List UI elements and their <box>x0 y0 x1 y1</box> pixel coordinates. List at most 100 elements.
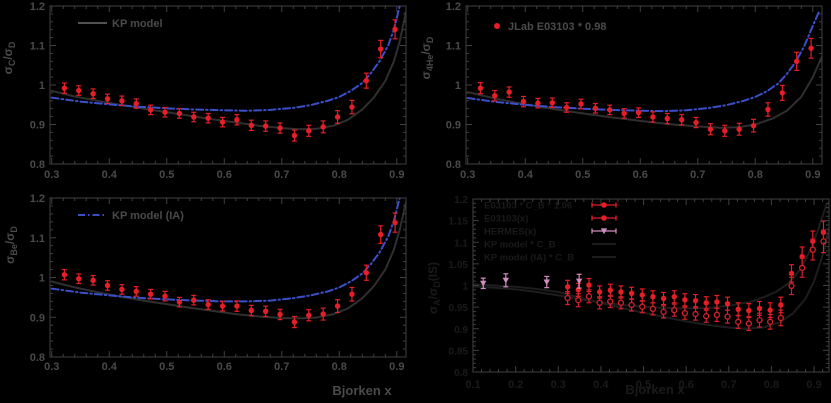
kp-model-scaled-curve <box>473 228 829 330</box>
data-point <box>617 299 625 306</box>
x-tick-label: 0.9 <box>806 379 821 391</box>
y-tick-label: 0.9 <box>30 120 45 132</box>
data-point <box>306 312 312 318</box>
data-point <box>234 117 240 123</box>
data-point <box>820 238 827 245</box>
data-point <box>586 282 592 288</box>
x-tick-label: 0.3 <box>44 361 59 373</box>
x-tick-label: 0.9 <box>389 361 404 373</box>
y-tick-label: 0.8 <box>454 368 468 379</box>
data-point <box>543 279 550 286</box>
legend: E03103 * C_B * 1.06 E03103(x) HERMES(x) KP … <box>484 201 617 264</box>
data-point <box>756 316 763 324</box>
axis-ticks <box>466 5 822 165</box>
legend-label: E03103 * C_B * 1.06 <box>484 201 572 212</box>
data-point <box>765 106 771 113</box>
y-tick-label: 1.1 <box>454 238 468 249</box>
legend-marker-sample <box>600 228 608 235</box>
y-tick-label: 1.2 <box>30 193 45 205</box>
data-point <box>219 303 226 309</box>
hermes-triangles <box>480 273 583 290</box>
data-point <box>650 294 656 300</box>
y-tick-label: 0.9 <box>30 312 45 324</box>
panel-beryllium-over-deuterium: 0.3 0.4 0.5 0.6 0.7 0.8 0.9 0.8 0.9 1 1.1 1.2 σBe/σD… <box>3 193 407 398</box>
data-point <box>778 302 784 308</box>
kp-model-ia-scaled-curve <box>473 202 828 310</box>
kp-model-ia-curve <box>50 198 401 303</box>
x-tick-label: 0.3 <box>44 169 59 181</box>
y-tick-label: 1.05 <box>449 260 469 271</box>
data-point <box>703 313 710 320</box>
data-point <box>363 270 370 276</box>
y-tick-label: 1.2 <box>30 1 45 13</box>
data-point <box>575 278 583 285</box>
model-curves <box>473 202 829 330</box>
data-point <box>549 100 555 106</box>
data-point <box>564 294 571 302</box>
kp-model-ia-curve <box>50 6 401 112</box>
data-point <box>750 122 757 129</box>
x-tick-label: 0.8 <box>764 379 779 391</box>
data-point <box>779 90 786 96</box>
kp-model-curve <box>466 55 822 129</box>
data-point <box>660 308 667 316</box>
data-point <box>671 294 677 300</box>
data-point <box>596 299 603 306</box>
x-tick-label: 0.4 <box>518 169 534 181</box>
data-point <box>492 92 498 99</box>
model-curves <box>466 9 822 129</box>
panel-carbon-over-deuterium: 0.3 0.4 0.5 0.6 0.7 0.8 0.9 0.8 0.9 1 1.1 1.2 σC/σD K… <box>1 1 407 181</box>
panel-isoscalar-ratio-comparison: 0.1 0.2 0.3 0.4 0.5 0.6 0.7 0.8 0.9 0.8 0.85 0.9 0.9… <box>426 195 830 397</box>
y-tick-label: 1.1 <box>30 233 45 245</box>
x-tick-label: 0.6 <box>217 169 232 181</box>
x-tick-label: 0.9 <box>805 169 820 181</box>
data-point <box>133 100 139 107</box>
data-point <box>320 124 326 130</box>
jlab-e03103-beryllium <box>61 212 398 329</box>
data-point <box>607 107 613 113</box>
data-point <box>535 100 541 106</box>
data-point <box>334 114 341 120</box>
data-point <box>693 119 699 126</box>
jlab-e03103-carbon <box>61 19 398 142</box>
plot-frame <box>49 197 407 358</box>
legend-label: KP model <box>112 18 163 30</box>
axis-ticks <box>50 5 406 165</box>
legend-label: JLab E03103 * 0.98 <box>508 21 606 33</box>
legend: KP model (IA) <box>78 210 184 222</box>
legend-label: HERMES(x) <box>484 227 536 238</box>
data-point <box>578 101 584 107</box>
data-point <box>248 122 254 128</box>
data-point <box>306 128 312 134</box>
data-point <box>793 58 800 64</box>
data-point <box>585 293 593 300</box>
axis-ticks <box>472 198 829 373</box>
data-point <box>61 272 68 278</box>
data-point <box>377 46 384 52</box>
data-point <box>798 264 806 271</box>
data-point <box>692 310 699 318</box>
y-tick-label: 0.8 <box>446 159 461 171</box>
x-tick-label: 0.4 <box>593 379 609 391</box>
data-point <box>291 132 298 139</box>
data-point <box>671 307 678 314</box>
data-point <box>735 306 741 312</box>
data-point <box>767 307 773 313</box>
x-tick-label: 0.5 <box>159 169 174 181</box>
kp-model-ia-curve <box>466 9 821 113</box>
data-point <box>592 105 599 112</box>
x-tick-label: 0.1 <box>465 379 480 391</box>
data-point <box>191 114 197 120</box>
x-tick-label: 0.8 <box>748 169 763 181</box>
data-point <box>660 295 667 302</box>
x-tick-label: 0.3 <box>551 379 566 391</box>
model-curves <box>50 198 406 320</box>
data-point <box>564 284 571 290</box>
data-point <box>682 297 688 303</box>
x-tick-label: 0.6 <box>679 379 694 391</box>
x-axis-label: Bjorken x <box>625 382 685 397</box>
legend-label: KP model (IA) * C_B <box>484 253 574 264</box>
y-axis-label: σBe/σD <box>3 226 19 264</box>
data-point <box>90 90 96 97</box>
